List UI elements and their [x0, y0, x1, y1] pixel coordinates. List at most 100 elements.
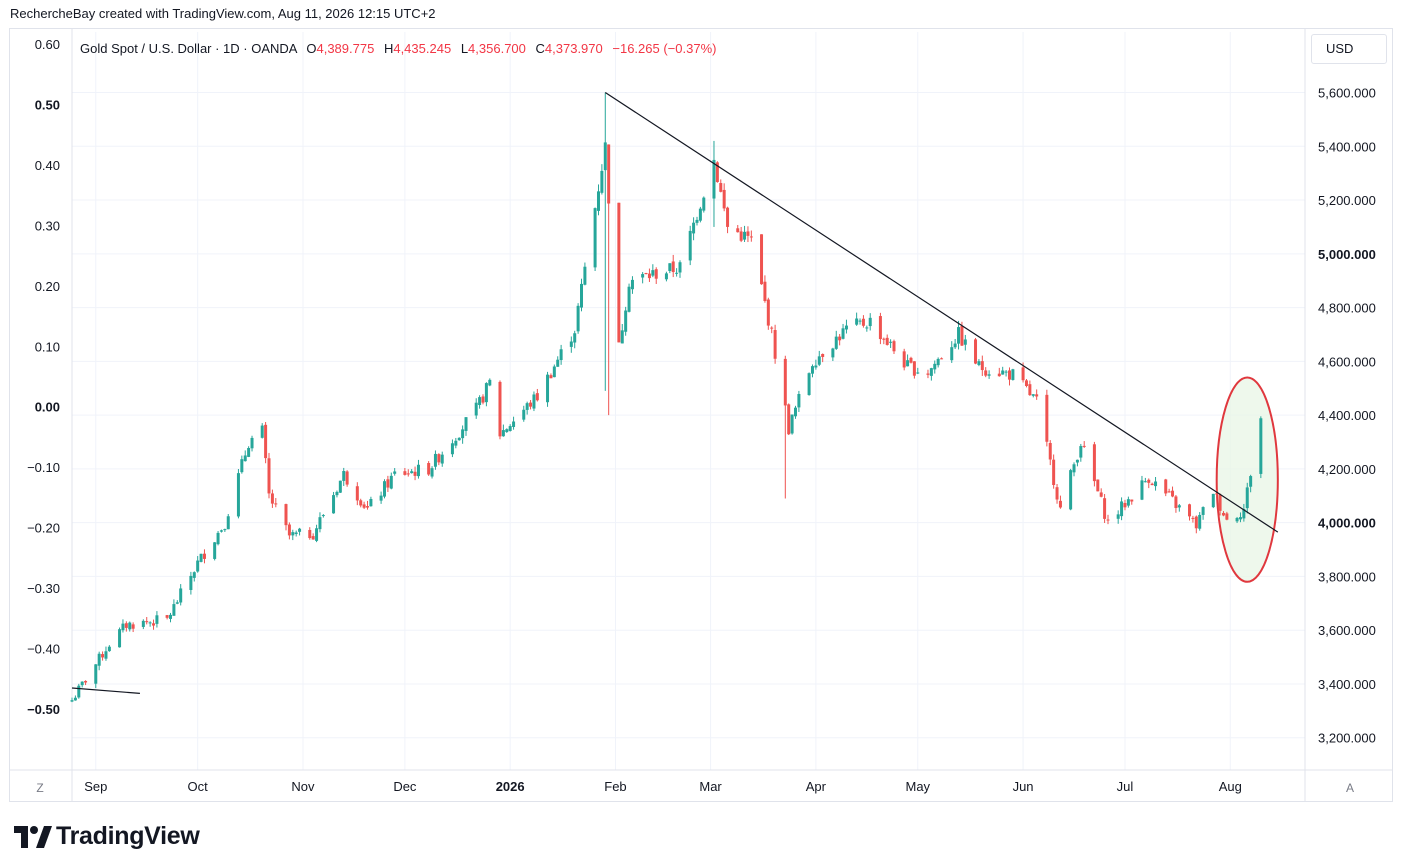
candle-body — [644, 272, 648, 274]
x-axis-tick-label: Oct — [188, 779, 209, 794]
candle-body — [1130, 499, 1134, 502]
candle-body — [736, 228, 740, 233]
candle-body — [906, 360, 910, 367]
candle-body — [974, 339, 978, 364]
candle-body — [219, 530, 223, 532]
candle-body — [861, 318, 865, 326]
candle-body — [963, 339, 967, 345]
candle-body — [535, 393, 539, 401]
candle-body — [1072, 464, 1076, 473]
auto-scale-button[interactable]: A — [1345, 781, 1354, 795]
open-label: O — [306, 41, 317, 56]
candle-body — [128, 622, 132, 630]
candle-body — [878, 316, 882, 340]
candle-body — [291, 532, 295, 536]
currency-button[interactable]: USD — [1311, 34, 1387, 64]
candle-body — [624, 310, 628, 332]
candle-body — [1099, 492, 1103, 497]
candle-body — [505, 429, 509, 433]
candle-body — [950, 347, 954, 361]
right-axis-tick-label: 3,800.000 — [1318, 569, 1376, 584]
chart-overlays — [71, 92, 1279, 694]
candle-body — [1154, 481, 1158, 487]
candle-body — [1001, 370, 1005, 375]
candle-body — [1188, 504, 1192, 517]
trendline — [604, 92, 1279, 533]
timezone-button[interactable]: Z — [36, 781, 44, 795]
candle-body — [236, 473, 240, 517]
candle-body — [1143, 481, 1147, 483]
candle-body — [478, 397, 482, 405]
candle-body — [284, 504, 288, 526]
candle-body — [807, 373, 811, 396]
candle-body — [94, 664, 98, 684]
candle-body — [508, 426, 512, 431]
candle-body — [549, 375, 553, 379]
right-axis-tick-label: 4,600.000 — [1318, 354, 1376, 369]
candle-body — [821, 353, 825, 357]
candle-body — [838, 336, 842, 341]
open-value: 4,389.775 — [316, 41, 375, 56]
candle-body — [512, 421, 516, 427]
left-axis-tick-label: 0.20 — [35, 279, 60, 294]
candle-body — [403, 471, 407, 475]
candle-body — [457, 437, 461, 441]
right-axis-tick-label: 3,200.000 — [1318, 731, 1376, 746]
candle-body — [226, 516, 230, 530]
candle-body — [332, 495, 336, 514]
candle-body — [1147, 479, 1151, 483]
candle-body — [583, 266, 587, 285]
candle-body — [1215, 493, 1219, 495]
candle-body — [831, 348, 835, 358]
candle-body — [603, 142, 607, 171]
candle-body — [192, 572, 196, 578]
candle-body — [1052, 459, 1056, 486]
candle-body — [389, 475, 393, 489]
candle-body — [783, 358, 787, 406]
candle-body — [121, 623, 125, 631]
candle-body — [464, 417, 468, 431]
candle-body — [766, 299, 770, 326]
candle-body — [484, 383, 488, 403]
candle-body — [715, 162, 719, 183]
close-label: C — [535, 41, 545, 56]
candle-body — [437, 454, 441, 463]
chart-attribution: RechercheBay created with TradingView.co… — [10, 6, 436, 21]
candle-body — [362, 504, 366, 508]
candle-body — [797, 393, 801, 408]
candle-body — [627, 286, 631, 312]
candle-body — [1021, 367, 1025, 381]
candle-body — [1011, 369, 1015, 380]
candle-body — [450, 443, 454, 455]
candle-body — [240, 459, 244, 473]
candle-body — [379, 495, 383, 501]
candle-body — [675, 272, 679, 274]
candle-body — [165, 615, 169, 618]
candle-body — [953, 343, 957, 348]
candle-body — [529, 402, 533, 407]
candle-body — [179, 588, 183, 603]
left-axis-tick-label: −0.10 — [27, 460, 60, 475]
candle-body — [427, 463, 431, 475]
x-axis-tick-label: Mar — [699, 779, 722, 794]
x-axis-tick-label: Sep — [84, 779, 107, 794]
candle-body — [868, 317, 872, 327]
candle-body — [556, 359, 560, 367]
candle-body — [118, 629, 122, 648]
candle-body — [630, 279, 634, 290]
candle-body — [814, 365, 818, 368]
candle-body — [1249, 476, 1253, 487]
candle-body — [865, 327, 869, 329]
candle-body — [481, 396, 485, 403]
candle-body — [671, 261, 675, 273]
x-axis-tick-label: Jul — [1117, 779, 1134, 794]
candle-body — [1079, 446, 1083, 458]
candle-body — [488, 379, 492, 386]
candle-body — [270, 493, 274, 504]
candle-body — [617, 202, 621, 343]
candle-body — [1164, 479, 1168, 494]
candle-body — [997, 373, 1001, 377]
candle-body — [213, 542, 217, 559]
candle-body — [196, 560, 200, 572]
